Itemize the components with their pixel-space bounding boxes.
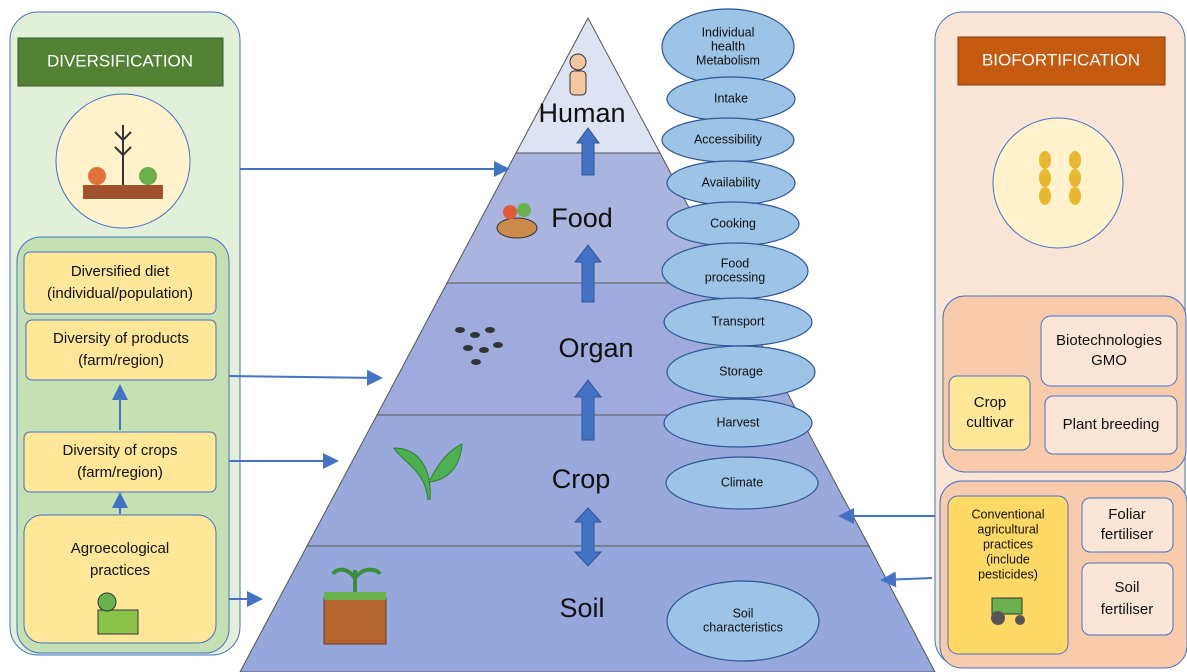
label-line: Climate [721,475,763,489]
label-line: Storage [719,364,763,378]
label-line: Cooking [710,216,756,230]
level: Human [538,98,625,128]
label-line: processing [705,270,765,284]
diagram: Human Food Organ Crop Soil Individualhea… [0,0,1187,672]
label-line: Metabolism [696,53,760,67]
label-line: Soil [733,606,754,620]
label-line: Diversity of crops [62,442,177,459]
label-line: (include [986,552,1030,566]
label-line: Diversity of products [53,330,189,347]
label-line: Intake [714,91,748,105]
label-line: Foliar [1108,506,1146,523]
label-line: characteristics [703,620,783,634]
label-line: practices [90,562,150,579]
label-line: Transport [711,314,765,328]
label-line: Individual [702,25,755,39]
label-line: practices [983,537,1033,551]
label-line: Harvest [716,415,760,429]
label-line: Agroecological [71,540,169,557]
panel-title: BIOFORTIFICATION [982,50,1140,69]
label-line: health [711,39,745,53]
label-line: Plant breeding [1063,416,1160,433]
panel-title: DIVERSIFICATION [47,51,193,70]
label-line: Conventional [972,507,1045,521]
label-line: cultivar [966,414,1014,431]
label-line: Crop [974,394,1007,411]
label-line: fertiliser [1101,601,1154,618]
level: Food [551,203,613,233]
label-line: (farm/region) [77,464,163,481]
label-line: Accessibility [694,132,763,146]
level: Crop [552,464,611,494]
label-line: fertiliser [1101,526,1154,543]
label-line: (farm/region) [78,352,164,369]
label-line: Food [721,256,750,270]
label-line: agricultural [977,522,1038,536]
label-line: Biotechnologies [1056,332,1162,349]
level: Soil [559,593,604,623]
label-line: (individual/population) [47,285,193,302]
level: Organ [558,333,633,363]
label-line: Availability [702,175,762,189]
label-line: Diversified diet [71,263,170,280]
label-line: GMO [1091,352,1127,369]
label-line: pesticides) [978,567,1038,581]
label-line: Soil [1114,579,1139,596]
